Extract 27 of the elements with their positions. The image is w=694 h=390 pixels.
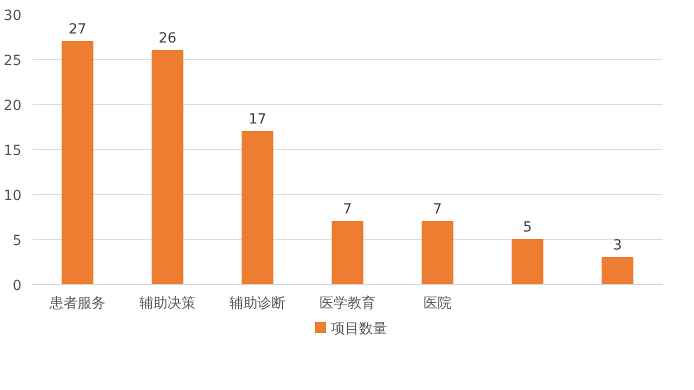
y-tick-label: 0 [12,278,22,294]
data-label: 7 [343,202,352,218]
y-tick-label: 15 [4,143,22,159]
data-label: 3 [613,238,622,254]
data-label: 17 [248,112,266,128]
bar [332,221,364,284]
x-tick-label: 医学教育 [320,294,376,312]
y-tick-label: 30 [4,8,22,24]
bar [422,221,454,284]
data-label: 27 [68,22,86,38]
data-label: 7 [433,202,442,218]
bar [512,239,544,284]
bar [62,41,94,284]
x-tick-label: 辅助决策 [140,296,196,312]
x-tick-label: 患者服务 [48,296,106,312]
x-tick-label: 辅助诊断 [230,296,286,312]
y-tick-label: 5 [12,233,22,249]
bar [242,131,274,284]
y-tick-label: 25 [4,53,22,69]
y-tick-label: 20 [4,98,22,114]
bar [152,50,184,284]
y-tick-label: 10 [4,188,22,204]
x-tick-label: 医院 [424,296,452,312]
data-label: 5 [523,220,532,236]
data-label: 26 [158,30,176,46]
bar [602,257,634,284]
legend-label: 项目数量 [330,320,388,339]
